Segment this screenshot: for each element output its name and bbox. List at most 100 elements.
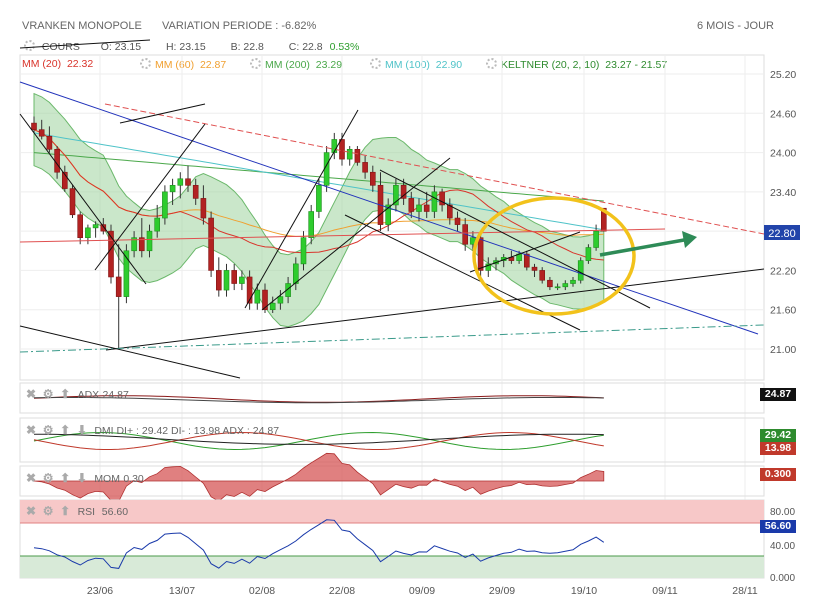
gear-icon[interactable]: ⚙ [42, 471, 54, 485]
mm20-label: MM (20) [22, 58, 62, 70]
candle [593, 230, 599, 248]
rsi-line [33, 519, 605, 569]
candle [216, 270, 222, 291]
trend-line-3 [244, 109, 359, 309]
candle [292, 263, 299, 284]
candle [523, 253, 530, 268]
dmi-adx-line [34, 433, 604, 445]
y-tick-label: 21.60 [770, 305, 796, 317]
trend-line-10 [19, 39, 151, 49]
candle [123, 250, 130, 297]
rsi-value-tag: 56.60 [760, 520, 796, 533]
rsi-label: RSI [77, 506, 96, 518]
quote-low: B: 22.8 [230, 41, 264, 53]
candle [331, 139, 338, 153]
price-panel-frame [19, 54, 765, 381]
arrow-up-icon[interactable]: ⬆ [60, 471, 71, 485]
candle [400, 185, 407, 199]
close-icon[interactable]: ✖ [26, 423, 37, 437]
candle [223, 270, 230, 291]
adx-value: 24.87 [102, 389, 129, 401]
gear-icon[interactable] [370, 58, 381, 69]
candle [246, 276, 253, 304]
arrow-up-icon[interactable]: ⬆ [60, 423, 71, 437]
x-tick-label: 02/08 [249, 585, 275, 597]
candle [408, 198, 415, 212]
rsi-value: 56.60 [101, 506, 129, 518]
ind-mm100[interactable]: MM (100) 22.90 [370, 58, 462, 71]
candle [439, 191, 445, 206]
candle [92, 224, 99, 229]
x-tick-label: 22/08 [329, 585, 355, 597]
gear-icon[interactable]: ⚙ [42, 423, 54, 437]
period-selector[interactable]: 6 MOIS - JOUR [697, 20, 775, 32]
ind-mm60[interactable]: MM (60) 22.87 [140, 58, 226, 71]
candle [100, 224, 107, 232]
close-icon[interactable]: ✖ [26, 504, 37, 518]
quote-open: O: 23.15 [100, 41, 142, 53]
gear-icon[interactable]: ⚙ [42, 387, 54, 401]
dmi-plus-tag: 29.42 [760, 429, 796, 442]
gear-icon[interactable] [486, 58, 497, 69]
x-tick-label: 09/09 [409, 585, 435, 597]
ind-keltner[interactable]: KELTNER (20, 2, 10) 23.27 - 21.57 [486, 58, 667, 71]
trend-line-8 [19, 325, 241, 379]
trend-line-9 [119, 103, 206, 124]
gear-icon[interactable] [24, 40, 35, 51]
date-axis-labels: 23/06 13/07 02/08 22/08 09/09 29/09 19/10 09/11… [87, 585, 758, 597]
candle [385, 204, 392, 225]
y-tick-label: 21.00 [770, 344, 796, 356]
close-icon[interactable]: ✖ [26, 471, 37, 485]
close-icon[interactable]: ✖ [26, 387, 37, 401]
candle [154, 217, 160, 232]
candle [369, 171, 376, 186]
candle [262, 289, 268, 311]
y-tick-label: 23.40 [770, 187, 796, 199]
candle [346, 148, 353, 160]
candle [431, 191, 438, 212]
gear-icon[interactable] [250, 58, 261, 69]
gear-icon[interactable]: ⚙ [42, 504, 54, 518]
mm60-label: MM (60) [155, 59, 195, 71]
candle [85, 227, 91, 238]
quote-change: 0.53% [329, 41, 360, 53]
highlight-ellipse [472, 196, 636, 316]
trend-lines [19, 39, 765, 379]
candle [169, 185, 176, 193]
candle [277, 296, 284, 304]
y-tick-label: 25.20 [770, 69, 796, 81]
adx-value-tag: 24.87 [760, 388, 796, 401]
target-arrow [599, 231, 697, 257]
candle [269, 302, 276, 311]
candles [31, 116, 607, 349]
candle [416, 204, 422, 212]
x-tick-label: 29/09 [489, 585, 515, 597]
arrow-down-icon[interactable]: ⬇ [76, 471, 87, 485]
ind-mm200[interactable]: MM (200) 23.29 [250, 58, 342, 71]
arrow-down-icon[interactable]: ⬇ [76, 423, 87, 437]
candle [393, 185, 399, 206]
candle [54, 148, 60, 173]
candle [600, 207, 607, 232]
adx-label: ADX [77, 389, 100, 401]
arrow-up-icon[interactable]: ⬆ [60, 504, 71, 518]
x-tick-label: 09/11 [652, 585, 678, 597]
ind-mm20[interactable]: MM (20) 22.32 [22, 58, 93, 70]
candle [577, 260, 584, 281]
rsi-overbought-zone [20, 500, 764, 523]
mom-value: 0.30 [123, 473, 144, 485]
mom-controls: ✖ ⚙ ⬆ ⬇ MOM 0.30 [26, 471, 144, 485]
candle [454, 217, 461, 225]
candle [69, 188, 76, 216]
candle [547, 279, 553, 288]
x-tick-label: 28/11 [732, 585, 758, 597]
arrow-up-icon[interactable]: ⬆ [60, 387, 71, 401]
mm200-label: MM (200) [265, 59, 310, 71]
trend-line-7 [469, 231, 581, 273]
price-axis-labels: 25.20 24.60 24.00 23.40 22.80 22.20 21.60 21.00 [770, 69, 796, 356]
candle [131, 237, 137, 252]
gear-icon[interactable] [140, 58, 151, 69]
quote-row: COURS O: 23.15 H: 23.15 B: 22.8 C: 22.8 … [24, 40, 359, 53]
candle [185, 178, 191, 186]
